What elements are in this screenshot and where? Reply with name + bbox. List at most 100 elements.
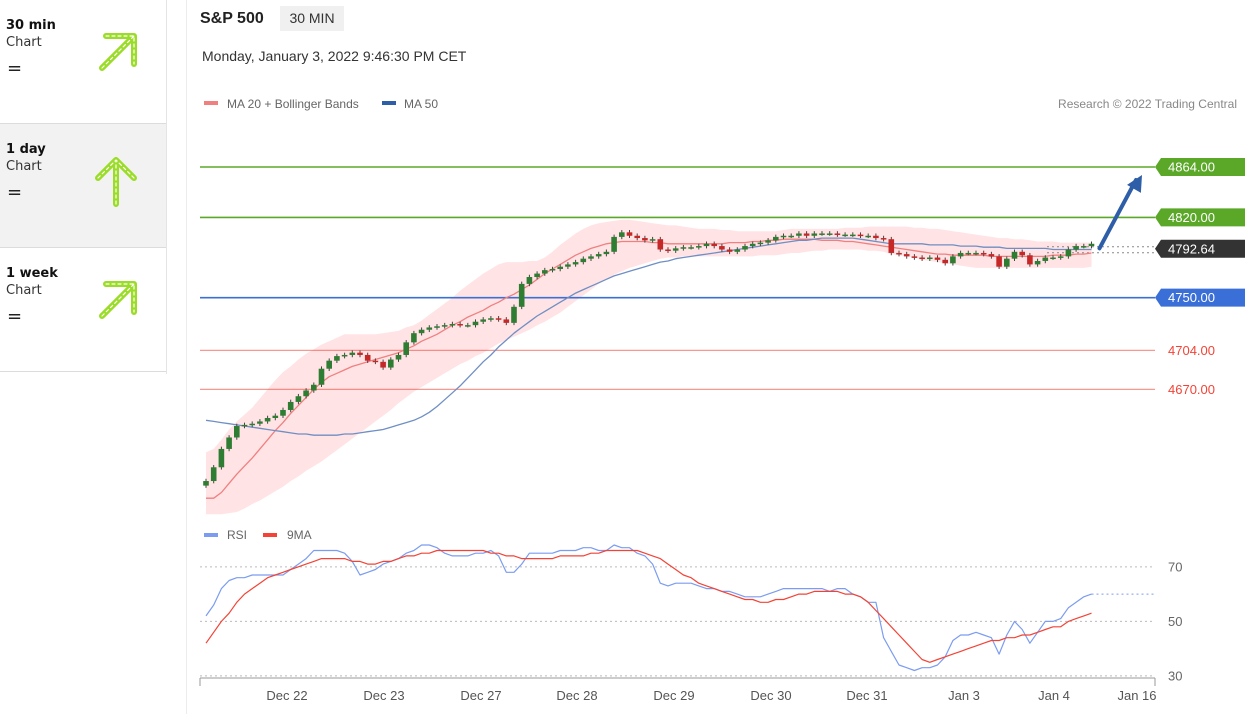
- candle-body-up: [395, 354, 402, 360]
- candle-body-down: [803, 233, 810, 236]
- time-axis-label: Jan 3: [948, 688, 980, 703]
- candle: [665, 247, 671, 253]
- up-right-arrow-icon: [99, 281, 137, 319]
- candle-body-up: [418, 329, 425, 334]
- candle-body-up: [257, 421, 263, 424]
- chart-panel: S&P 500 30 MIN Monday, January 3, 2022 9…: [186, 0, 1249, 714]
- interval-badge[interactable]: 30 MIN: [280, 6, 344, 31]
- candle: [595, 251, 602, 259]
- candle: [287, 399, 294, 413]
- timeframe-item-1day[interactable]: 1 day Chart =: [0, 124, 166, 248]
- candle-body-up: [218, 448, 225, 468]
- price-level-badge-1: [1155, 208, 1245, 227]
- candle-body-up: [649, 239, 656, 241]
- candle: [341, 352, 348, 359]
- timeframe-sign-label: =: [7, 182, 23, 203]
- timeframe-sidebar: 30 min Chart = 1 day Chart = 1 week Char…: [0, 0, 167, 374]
- candle: [865, 233, 871, 239]
- candle: [549, 266, 556, 273]
- candle: [318, 366, 325, 388]
- candle-body-up: [688, 247, 694, 249]
- candle-body-up: [1081, 246, 1087, 248]
- timeframe-kind-label: Chart: [6, 159, 42, 174]
- candle: [441, 322, 448, 329]
- candle: [796, 231, 802, 239]
- candle: [210, 464, 217, 484]
- candle-body-up: [965, 252, 972, 255]
- candle-body-down: [503, 319, 510, 323]
- price-level-label-2: 4750.00: [1168, 290, 1215, 305]
- candle: [534, 271, 540, 280]
- candle: [996, 254, 1002, 269]
- chart-credit: Research © 2022 Trading Central: [1058, 97, 1237, 111]
- timeframe-kind-label: Chart: [6, 35, 42, 50]
- candle: [203, 478, 209, 488]
- candle: [311, 382, 317, 393]
- candle: [826, 231, 833, 236]
- candle: [588, 254, 594, 261]
- candle-body-down: [873, 235, 879, 239]
- candle: [857, 232, 864, 239]
- timeframe-item-1week[interactable]: 1 week Chart =: [0, 248, 166, 372]
- candle: [988, 251, 995, 259]
- candle-body-up: [1034, 260, 1041, 265]
- candle: [957, 250, 964, 259]
- timeframe-period-label: 30 min: [6, 18, 56, 33]
- chart-legend: MA 20 + Bollinger Bands MA 50 Research ©…: [204, 97, 1237, 111]
- candle: [1088, 241, 1095, 249]
- instrument-title: S&P 500: [200, 10, 264, 27]
- candle: [518, 281, 525, 310]
- candle: [326, 358, 332, 372]
- candle-body-up: [241, 424, 248, 427]
- candle-body-up: [1050, 257, 1056, 260]
- candle-body-up: [1057, 256, 1064, 258]
- candle: [403, 340, 409, 358]
- candle-body-down: [364, 354, 371, 361]
- candle-body-up: [434, 326, 440, 328]
- candle: [572, 259, 579, 267]
- candle-body-up: [749, 243, 756, 247]
- candle: [234, 423, 240, 440]
- candle-body-down: [857, 234, 864, 237]
- chart-datetime: Monday, January 3, 2022 9:46:30 PM CET: [202, 48, 467, 64]
- time-axis: Dec 22 Dec 23 Dec 27 Dec 28 Dec 29 Dec 30 Dec …: [199, 677, 1157, 703]
- candle: [642, 235, 648, 243]
- candle: [834, 231, 841, 237]
- candle: [557, 264, 563, 272]
- candle-body-down: [942, 259, 948, 264]
- candle: [218, 446, 225, 470]
- candle: [819, 231, 825, 236]
- price-chart[interactable]: MA 20 + Bollinger Bands MA 50 Research ©…: [187, 0, 1249, 714]
- candle-body-up: [796, 233, 802, 236]
- candle: [1073, 243, 1079, 252]
- timeframe-period-label: 1 day: [6, 142, 46, 157]
- candle: [334, 353, 340, 363]
- candle: [965, 250, 972, 256]
- candle-body-up: [272, 415, 279, 418]
- candle: [619, 230, 625, 240]
- candle: [395, 352, 402, 362]
- candle-body-up: [672, 248, 679, 251]
- candle: [980, 250, 987, 257]
- candle: [842, 232, 848, 237]
- candle-body-up: [526, 277, 533, 284]
- candle: [688, 244, 694, 250]
- candle-body-up: [742, 246, 748, 250]
- candle-body-up: [757, 242, 764, 245]
- price-level-label-1: 4820.00: [1168, 210, 1215, 225]
- candle: [1027, 252, 1033, 267]
- candle-body-up: [850, 234, 856, 237]
- timeframe-item-30min[interactable]: 30 min Chart =: [0, 0, 166, 124]
- candle: [611, 234, 617, 255]
- candle: [565, 262, 571, 269]
- candle-body-down: [1019, 251, 1025, 256]
- target-arrow-layer: [1097, 174, 1142, 251]
- candle: [657, 236, 664, 252]
- candle: [626, 230, 633, 239]
- candle-body-up: [403, 342, 409, 355]
- time-axis-label: Dec 27: [460, 688, 501, 703]
- candle-body-up: [927, 257, 933, 260]
- candle: [465, 322, 471, 328]
- candle-body-up: [580, 258, 587, 263]
- candle-body-up: [1011, 251, 1018, 259]
